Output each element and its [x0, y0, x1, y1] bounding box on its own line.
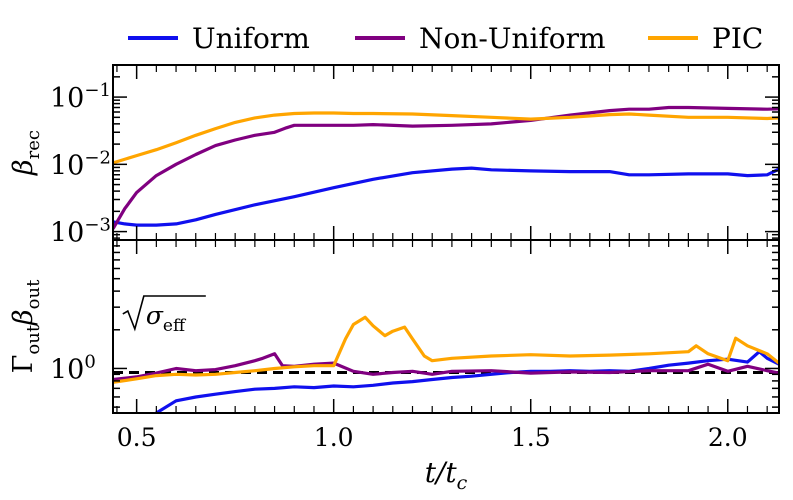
series-line-bottom-non-uniform — [113, 352, 779, 382]
x-tick-label: 1.0 — [314, 423, 354, 452]
legend-label-1: Non-Uniform — [419, 22, 606, 55]
x-axis-label: t/tc — [425, 456, 468, 494]
legend: Uniform Non-Uniform PIC — [128, 22, 763, 55]
x-tick-label: 2.0 — [708, 423, 748, 452]
y-tick-label-top: 10−1 — [50, 80, 111, 114]
series-line-top-pic — [113, 111, 779, 165]
y-tick-label-bottom: 100 — [50, 351, 96, 385]
x-tick-label: 0.5 — [117, 423, 157, 452]
x-axis: 0.5 1.0 1.5 2.0 t/tc — [117, 423, 748, 494]
y-axis-label-top: βrec — [8, 130, 44, 176]
plot-frame-bottom — [112, 239, 780, 414]
legend-label-2: PIC — [712, 22, 763, 55]
y-tick-label-top: 10−3 — [50, 215, 111, 249]
series-line-top-non-uniform — [113, 105, 779, 230]
series-line-bottom-pic — [113, 315, 779, 384]
annotation-sigma-eff: σeff — [146, 301, 187, 336]
series-line-bottom-uniform — [153, 350, 779, 413]
x-tick-label: 1.5 — [511, 423, 551, 452]
series-line-top-uniform — [113, 166, 779, 227]
y-axis-label-bottom: Γoutβout — [8, 279, 44, 373]
y-tick-label-top: 10−2 — [50, 147, 111, 181]
legend-label-0: Uniform — [192, 22, 310, 55]
sqrt-sign — [122, 295, 206, 332]
